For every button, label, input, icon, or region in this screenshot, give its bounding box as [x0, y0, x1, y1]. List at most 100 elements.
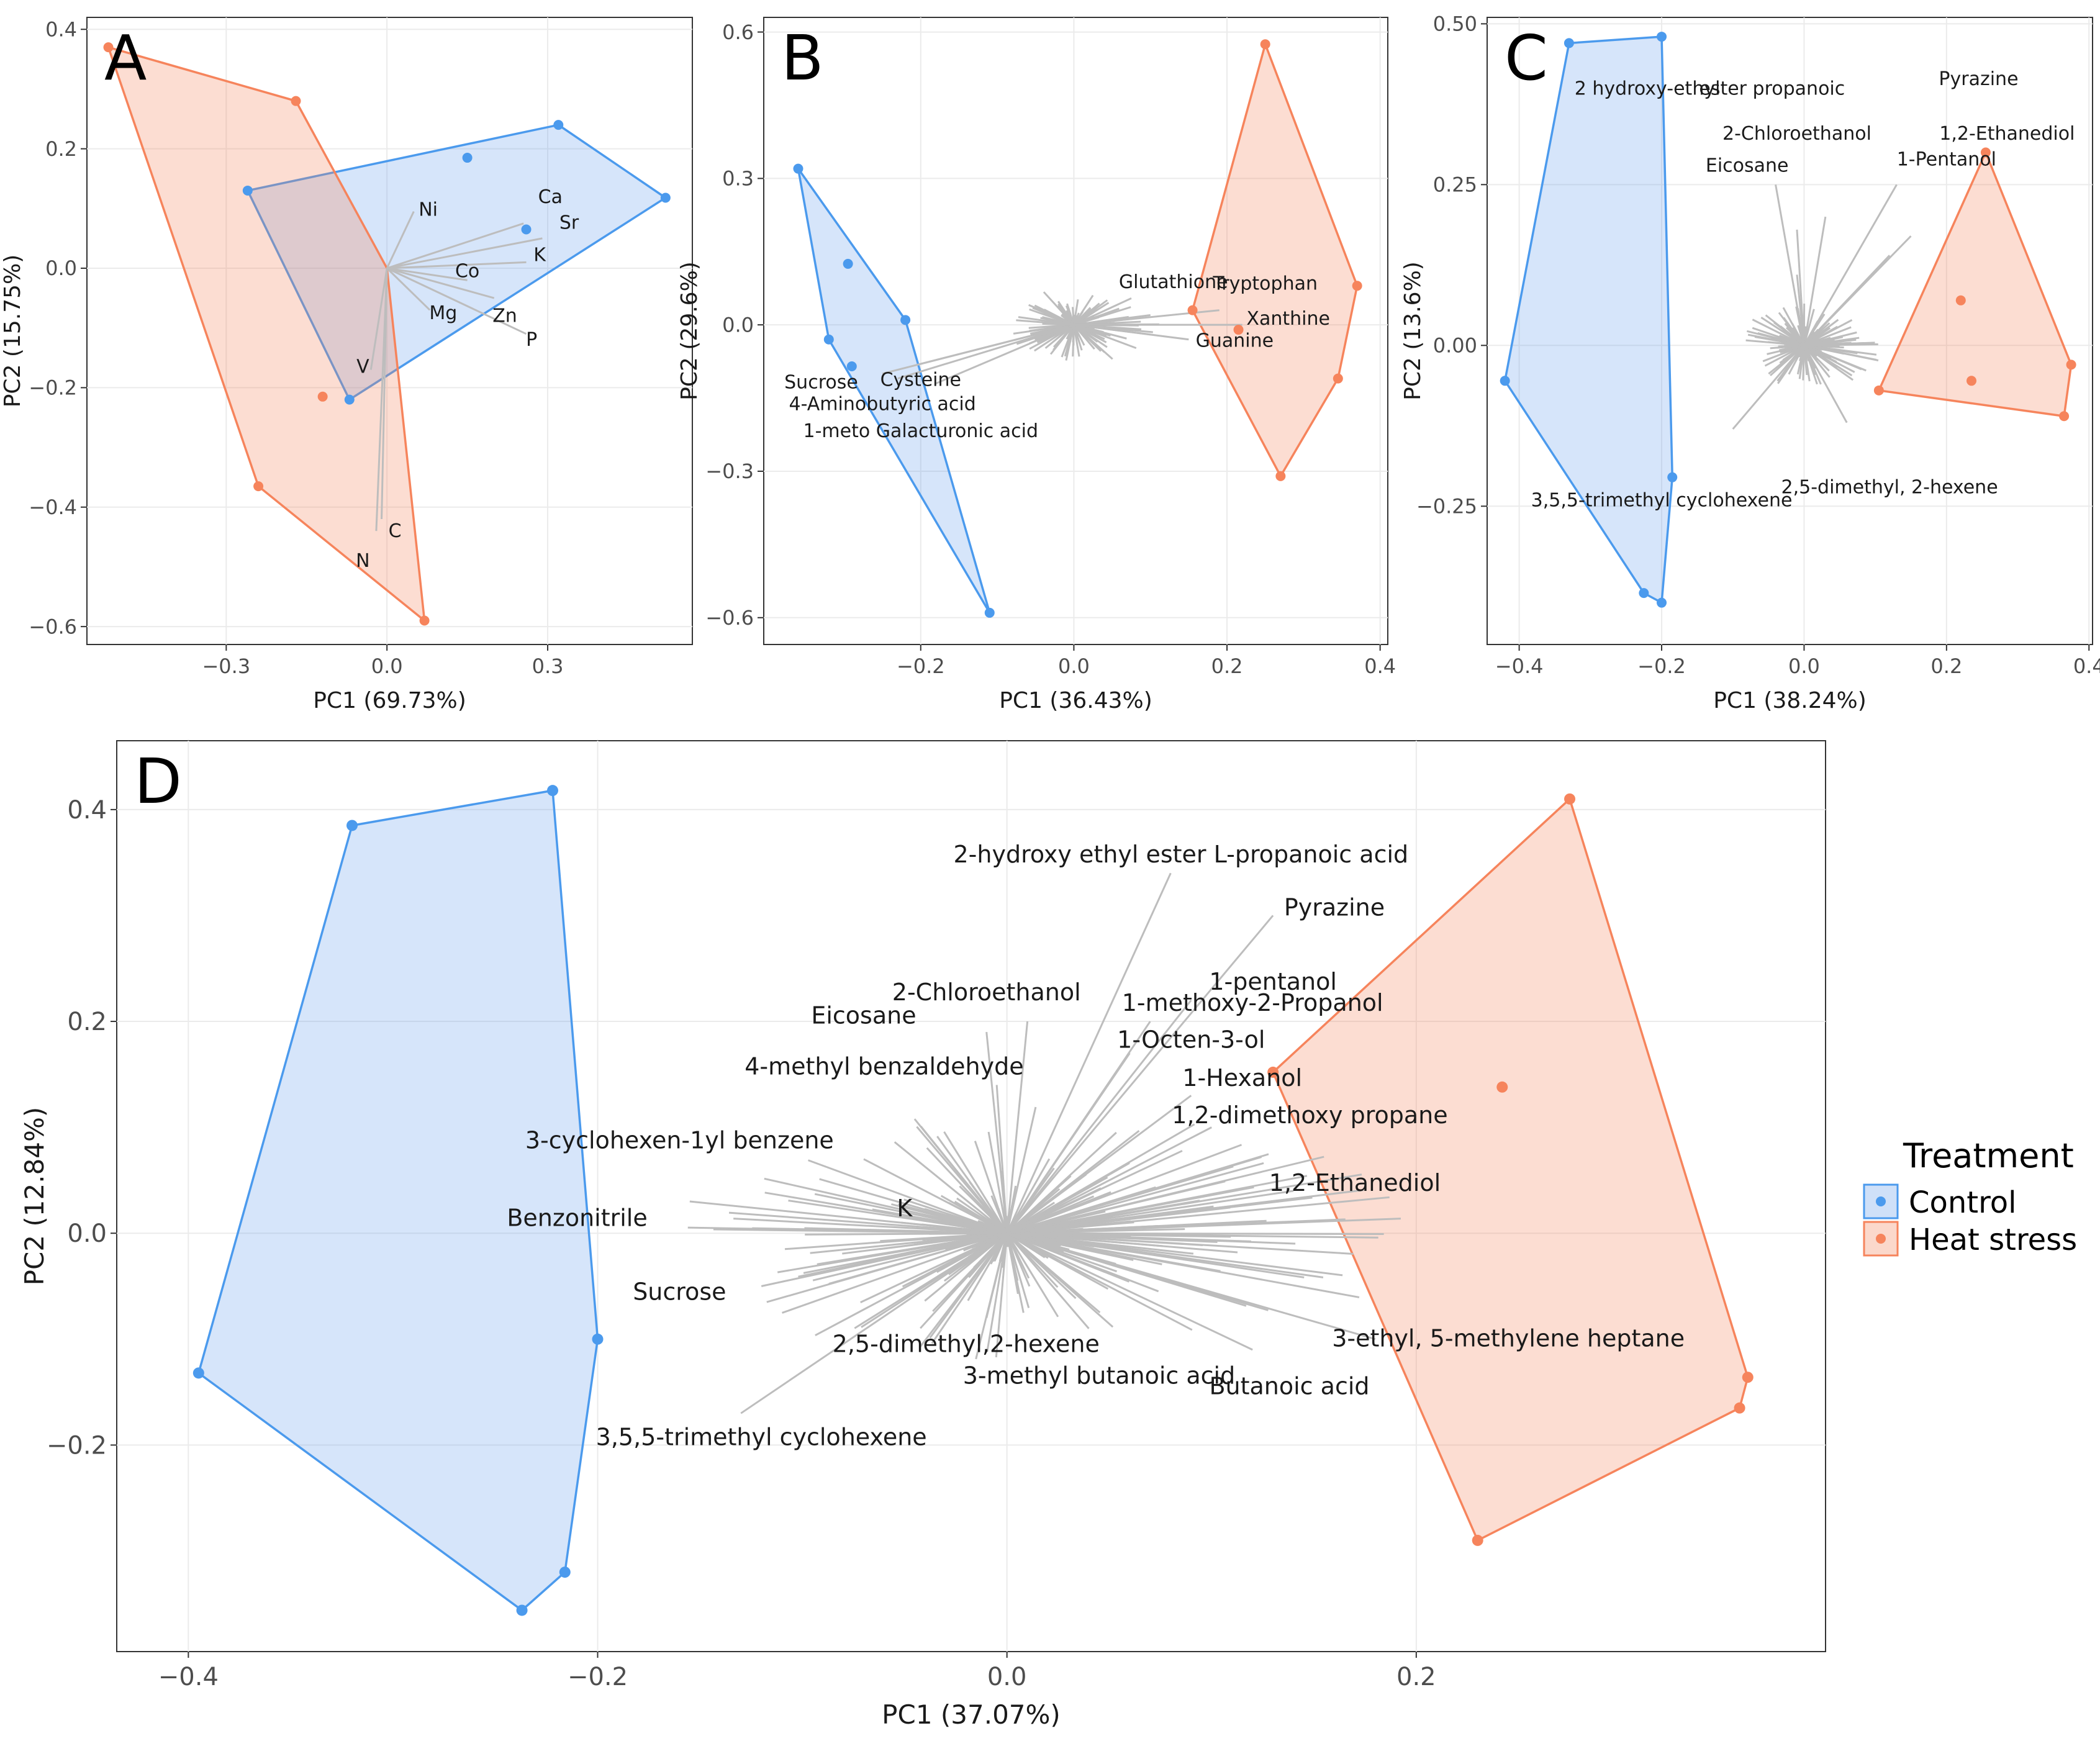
- loading-vector: [1065, 324, 1075, 361]
- loading-vector: [924, 1232, 1008, 1302]
- loading-label-v: V: [356, 356, 369, 378]
- loading-vector-zn: [386, 267, 495, 299]
- loading-vector-4-methyl-benzaldehyde: [995, 1085, 1008, 1234]
- loading-vector-pyrazine: [1803, 184, 1898, 346]
- point-heat-stress: [1955, 295, 1966, 305]
- loading-label-glutathione: Glutathione: [1119, 271, 1228, 293]
- loading-label-3-methyl-butanoic-acid: 3-methyl butanoic acid: [963, 1362, 1236, 1389]
- loading-label-2-5-dimethyl-2-hexene: 2,5-dimethyl,2-hexene: [833, 1330, 1100, 1357]
- legend-label-heat-stress: Heat stress: [1909, 1223, 2077, 1257]
- loading-vector: [1007, 1232, 1238, 1254]
- x-tick-label: −0.3: [202, 654, 250, 678]
- loading-vector-2-chloroethanol: [1006, 1021, 1029, 1234]
- loading-vector-1-meto-galacturonic-acid: [935, 323, 1075, 384]
- loading-vector: [1006, 1106, 1037, 1234]
- point-control: [553, 120, 564, 130]
- loading-vector: [1006, 1232, 1019, 1295]
- y-axis-title: PC2 (15.75%): [0, 255, 25, 408]
- loading-label-4-aminobutyric-acid: 4-Aminobutyric acid: [789, 394, 976, 415]
- loading-label-1-2-dimethoxy-propane: 1,2-dimethoxy propane: [1172, 1101, 1447, 1129]
- point-control: [900, 315, 911, 325]
- x-axis-title: PC1 (69.73%): [313, 688, 466, 713]
- loading-vector: [1007, 1186, 1254, 1234]
- point-control: [242, 185, 253, 196]
- loading-label-1-hexanol: 1-Hexanol: [1182, 1064, 1302, 1092]
- x-tick-label: 0.4: [1364, 654, 1396, 678]
- loading-label-pyrazine: Pyrazine: [1939, 68, 2018, 90]
- loading-vector-4-aminobutyric-acid: [897, 323, 1074, 380]
- point-control: [823, 334, 834, 345]
- loading-vector-1-octen-3-ol: [1006, 1052, 1131, 1234]
- y-tick-label: 0.4: [67, 796, 107, 825]
- x-axis-title: PC1 (36.43%): [999, 688, 1152, 713]
- loading-vector: [1804, 344, 1840, 348]
- panel-a: Ni Ca Sr K Co Mg Zn P V CN −0.3 0.0 0.3 −0.6 −0.4 −0.2 0…: [0, 17, 693, 713]
- loading-vector: [1072, 307, 1075, 325]
- loading-vector: [916, 1126, 1008, 1234]
- point-heat-stress: [1260, 39, 1270, 50]
- x-tick-label: 0.0: [371, 654, 403, 678]
- x-tick-label: 0.2: [1211, 654, 1243, 678]
- y-tick-label: −0.4: [29, 495, 77, 519]
- loading-vector-3-methyl-butanoic-acid: [1006, 1232, 1090, 1329]
- loading-vector-3-5-5-trimethyl-cyclohexene: [740, 1232, 1008, 1414]
- point-control: [1657, 597, 1667, 608]
- loading-vector: [733, 1218, 1007, 1234]
- loading-vector: [1073, 324, 1085, 346]
- point-control: [521, 224, 532, 235]
- point-heat-stress: [291, 96, 301, 106]
- loading-vector-2-5-dimethyl-2-hexene: [985, 1232, 1008, 1319]
- loading-vector-cysteine: [920, 323, 1074, 365]
- y-tick-label: −0.6: [705, 606, 754, 630]
- loading-label-xanthine: Xanthine: [1246, 308, 1330, 330]
- loading-vector-co: [386, 267, 468, 281]
- y-tick-label: −0.6: [29, 615, 77, 638]
- loading-vector: [766, 1232, 1008, 1303]
- grid-lines: [1487, 17, 2093, 644]
- loading-vector-k: [945, 1221, 1007, 1234]
- loading-vector-n: [375, 268, 388, 531]
- loading-vector: [1052, 324, 1075, 351]
- loading-vector-ester-propanoic: [1803, 216, 1827, 346]
- legend-title: Treatment: [1903, 1136, 2074, 1175]
- loading-vector: [987, 1131, 1008, 1234]
- y-axis-title: PC2 (13.6%): [1400, 261, 1426, 400]
- loading-vector: [728, 1211, 1007, 1234]
- loading-vector: [1006, 1232, 1101, 1314]
- point-heat-stress: [1275, 471, 1286, 481]
- x-tick-label: −0.2: [897, 654, 945, 678]
- loading-vector: [1754, 336, 1804, 346]
- point-control: [984, 607, 995, 618]
- point-heat-stress: [419, 615, 430, 626]
- grid-lines: [87, 17, 692, 644]
- point-heat-stress: [253, 481, 264, 492]
- loading-vector: [986, 1232, 1008, 1352]
- loading-vector-3-cyclohexen-1yl-benzene: [863, 1158, 1008, 1234]
- plot-area: 2-hydroxy ethyl ester L-propanoic acid Py…: [192, 785, 1754, 1616]
- y-tick-label: 0.0: [67, 1219, 107, 1248]
- loading-label-3-cyclohexen-1yl-benzene: 3-cyclohexen-1yl benzene: [525, 1127, 834, 1154]
- loading-vector: [1028, 323, 1074, 329]
- loading-vector: [995, 1233, 1008, 1358]
- y-tick-label: −0.25: [1416, 494, 1477, 518]
- point-control: [793, 163, 803, 174]
- legend-label-control: Control: [1909, 1185, 2017, 1220]
- loading-label-n: N: [356, 550, 369, 572]
- point-heat-stress: [317, 391, 328, 402]
- point-heat-stress: [1564, 793, 1576, 805]
- loading-label-co: Co: [455, 260, 479, 282]
- loading-vector: [1804, 340, 1820, 346]
- loading-vector-1-2-dimethoxy-propane: [1006, 1126, 1212, 1234]
- loading-vector: [934, 1232, 1008, 1273]
- point-heat-stress: [1734, 1402, 1745, 1414]
- point-control: [346, 820, 358, 831]
- loading-vector: [808, 1159, 1008, 1234]
- loading-label-1-octen-3-ol: 1-Octen-3-ol: [1117, 1026, 1265, 1054]
- loading-vector: [1007, 1196, 1390, 1234]
- loading-vector: [1044, 324, 1075, 349]
- point-control: [592, 1333, 604, 1345]
- y-tick-label: −0.2: [29, 376, 77, 400]
- loading-vector-sr: [386, 237, 543, 269]
